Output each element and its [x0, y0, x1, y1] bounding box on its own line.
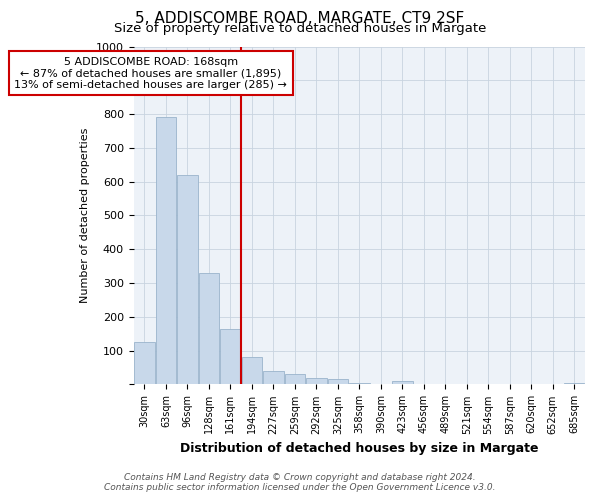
Bar — [263, 371, 284, 384]
Bar — [177, 175, 197, 384]
Bar — [349, 383, 370, 384]
Bar — [242, 358, 262, 384]
Bar — [392, 381, 413, 384]
Text: 5, ADDISCOMBE ROAD, MARGATE, CT9 2SF: 5, ADDISCOMBE ROAD, MARGATE, CT9 2SF — [136, 11, 464, 26]
Bar — [134, 342, 155, 384]
Y-axis label: Number of detached properties: Number of detached properties — [80, 128, 91, 303]
Bar — [306, 378, 326, 384]
Bar — [199, 273, 219, 384]
Text: Size of property relative to detached houses in Margate: Size of property relative to detached ho… — [114, 22, 486, 35]
Text: Contains HM Land Registry data © Crown copyright and database right 2024.
Contai: Contains HM Land Registry data © Crown c… — [104, 473, 496, 492]
Bar — [156, 118, 176, 384]
Bar — [284, 374, 305, 384]
X-axis label: Distribution of detached houses by size in Margate: Distribution of detached houses by size … — [180, 442, 539, 455]
Text: 5 ADDISCOMBE ROAD: 168sqm
← 87% of detached houses are smaller (1,895)
13% of se: 5 ADDISCOMBE ROAD: 168sqm ← 87% of detac… — [14, 56, 287, 90]
Bar — [328, 380, 348, 384]
Bar — [220, 328, 241, 384]
Bar — [564, 383, 584, 384]
